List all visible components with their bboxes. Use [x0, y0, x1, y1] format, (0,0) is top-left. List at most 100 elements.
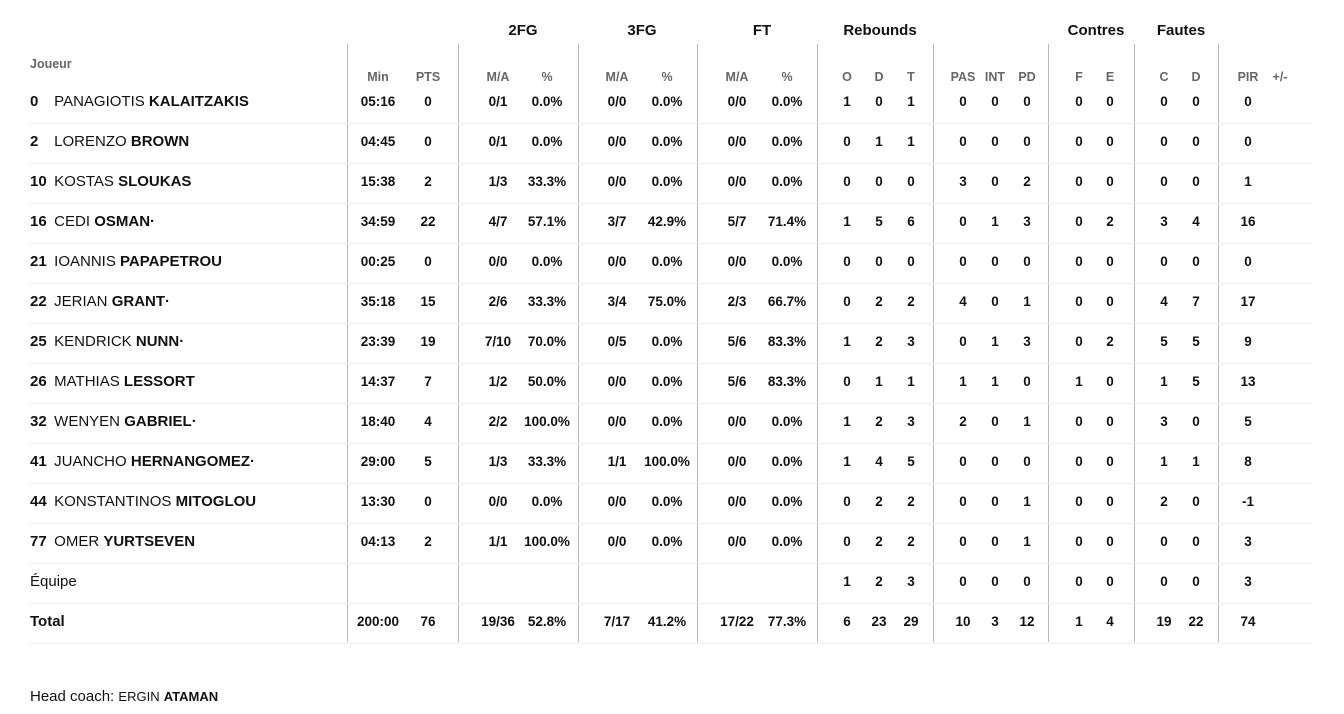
starter-marker: · — [250, 453, 256, 470]
jersey-number: 25 — [30, 333, 47, 350]
stat-3fg-pct: 0.0% — [651, 174, 683, 189]
stat-reb-d: 5 — [875, 214, 883, 229]
stat-pd: 2 — [1023, 174, 1031, 189]
stat-ft-ma: 2/3 — [727, 294, 747, 309]
stat-ft-pct: 0.0% — [771, 494, 803, 509]
stat-3fg-ma: 7/17 — [603, 614, 631, 629]
stat-ft-pct: 0.0% — [771, 414, 803, 429]
stat-int: 0 — [991, 294, 999, 309]
stat-pd: 0 — [1023, 454, 1031, 469]
stat-ft-ma: 5/6 — [727, 334, 747, 349]
stat-ft-ma: 0/0 — [727, 494, 747, 509]
stat-ft-pct: 0.0% — [771, 134, 803, 149]
row-divider — [30, 163, 1310, 164]
stat-3fg-pct: 75.0% — [647, 294, 687, 309]
jersey-number: 26 — [30, 373, 47, 390]
stat-reb-t: 29 — [903, 614, 919, 629]
stat-pas: 0 — [959, 94, 967, 109]
stat-pd: 1 — [1023, 494, 1031, 509]
player-first-name: WENYEN — [54, 413, 121, 430]
stat-pts: 0 — [424, 494, 432, 509]
column-header-ft-pct: % — [781, 70, 793, 84]
stat-fautes-c: 1 — [1160, 454, 1168, 469]
stat-fautes-c: 1 — [1160, 374, 1168, 389]
row-divider — [30, 643, 1310, 644]
stat-2fg-pct: 33.3% — [527, 454, 567, 469]
stat-pd: 0 — [1023, 94, 1031, 109]
stat-reb-t: 0 — [907, 174, 915, 189]
stat-int: 1 — [991, 214, 999, 229]
stat-fautes-c: 0 — [1160, 94, 1168, 109]
stat-ft-pct: 0.0% — [771, 454, 803, 469]
column-separator — [458, 44, 459, 642]
stat-fautes-c: 3 — [1160, 214, 1168, 229]
stat-reb-d: 1 — [875, 374, 883, 389]
stat-2fg-ma: 7/10 — [484, 334, 512, 349]
stat-pir: 9 — [1244, 334, 1252, 349]
stat-pd: 0 — [1023, 254, 1031, 269]
stat-min: 23:39 — [360, 334, 396, 349]
stat-pas: 0 — [959, 334, 967, 349]
stat-pd: 12 — [1019, 614, 1035, 629]
row-divider — [30, 403, 1310, 404]
stat-pd: 0 — [1023, 134, 1031, 149]
column-header-reb-d: D — [874, 70, 884, 84]
stat-ft-pct: 0.0% — [771, 94, 803, 109]
column-header-reb-t: T — [907, 70, 915, 84]
player-last-name: KALAITZAKIS — [148, 93, 249, 110]
stat-contres-e: 2 — [1106, 334, 1114, 349]
stat-3fg-pct: 0.0% — [651, 494, 683, 509]
stat-contres-f: 0 — [1075, 494, 1083, 509]
stat-int: 0 — [991, 414, 999, 429]
stat-2fg-ma: 0/1 — [488, 94, 508, 109]
column-header-contres-f: F — [1075, 70, 1083, 84]
stat-3fg-ma: 0/0 — [607, 174, 627, 189]
stat-reb-d: 0 — [875, 174, 883, 189]
stat-reb-o: 1 — [843, 94, 851, 109]
column-separator — [1048, 44, 1049, 642]
stat-reb-t: 3 — [907, 334, 915, 349]
jersey-number: 41 — [30, 453, 47, 470]
stat-fautes-d: 0 — [1192, 494, 1200, 509]
stat-pts: 0 — [424, 254, 432, 269]
stat-pir: 5 — [1244, 414, 1252, 429]
column-header-3fg-ma: M/A — [605, 70, 629, 84]
column-header-ft-ma: M/A — [725, 70, 749, 84]
stat-3fg-pct: 0.0% — [651, 134, 683, 149]
stat-fautes-c: 3 — [1160, 414, 1168, 429]
stat-2fg-ma: 0/1 — [488, 134, 508, 149]
stat-ft-ma: 0/0 — [727, 174, 747, 189]
player-last-name: LESSORT — [123, 373, 195, 390]
stat-pts: 2 — [424, 534, 432, 549]
stat-pir: 74 — [1240, 614, 1256, 629]
stat-int: 0 — [991, 534, 999, 549]
stat-pd: 0 — [1023, 574, 1031, 589]
player-name: 44 KONSTANTINOS MITOGLOU — [30, 493, 256, 510]
stat-contres-e: 4 — [1106, 614, 1114, 629]
stat-min: 00:25 — [360, 254, 396, 269]
stat-contres-e: 0 — [1106, 534, 1114, 549]
stat-reb-t: 3 — [907, 414, 915, 429]
stat-reb-o: 0 — [843, 294, 851, 309]
stat-reb-d: 2 — [875, 574, 883, 589]
stat-2fg-pct: 33.3% — [527, 294, 567, 309]
group-header-rebounds: Rebounds — [843, 22, 917, 39]
stat-fautes-d: 7 — [1192, 294, 1200, 309]
column-header-3fg-pct: % — [661, 70, 673, 84]
stat-int: 0 — [991, 94, 999, 109]
stat-ft-ma: 5/7 — [727, 214, 747, 229]
stat-contres-e: 0 — [1106, 94, 1114, 109]
player-last-name: BROWN — [130, 133, 190, 150]
stat-pts: 19 — [420, 334, 436, 349]
stat-int: 0 — [991, 574, 999, 589]
stat-fautes-c: 0 — [1160, 134, 1168, 149]
group-header-ft: FT — [752, 22, 772, 39]
stat-3fg-pct: 0.0% — [651, 414, 683, 429]
row-divider — [30, 243, 1310, 244]
stat-contres-e: 0 — [1106, 254, 1114, 269]
stat-min: 14:37 — [360, 374, 396, 389]
stat-2fg-pct: 52.8% — [527, 614, 567, 629]
stat-fautes-c: 4 — [1160, 294, 1168, 309]
starter-marker: · — [191, 413, 197, 430]
row-divider — [30, 563, 1310, 564]
